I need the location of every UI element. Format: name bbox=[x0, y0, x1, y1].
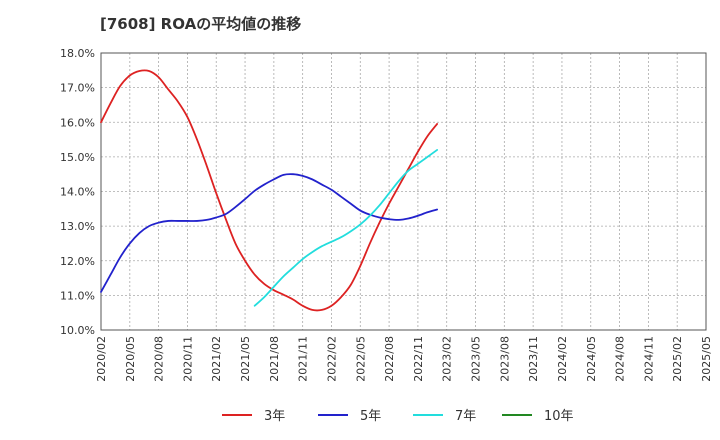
y-tick-label: 16.0% bbox=[60, 116, 95, 129]
legend-label-1: 3年 bbox=[264, 409, 285, 424]
y-tick-label: 11.0% bbox=[60, 289, 95, 302]
x-tick-label: 2022/08 bbox=[383, 336, 396, 382]
y-tick-label: 15.0% bbox=[60, 151, 95, 164]
x-tick-label: 2024/02 bbox=[556, 336, 569, 382]
y-tick-label: 17.0% bbox=[60, 82, 95, 95]
y-tick-label: 13.0% bbox=[60, 220, 95, 233]
x-tick-label: 2023/08 bbox=[498, 336, 511, 382]
x-tick-label: 2021/02 bbox=[210, 336, 223, 382]
x-tick-label: 2021/05 bbox=[239, 336, 252, 382]
y-tick-label: 12.0% bbox=[60, 255, 95, 268]
x-tick-label: 2023/05 bbox=[470, 336, 483, 382]
x-tick-label: 2025/02 bbox=[671, 336, 684, 382]
grid-layer bbox=[100, 52, 707, 331]
x-tick-label: 2022/05 bbox=[354, 336, 367, 382]
chart-title: [7608] ROAの平均値の推移 bbox=[100, 15, 302, 33]
axis-layer bbox=[100, 52, 707, 331]
series-line-2 bbox=[100, 173, 439, 293]
x-tick-label: 2022/11 bbox=[412, 336, 425, 382]
x-tick-label: 2023/11 bbox=[527, 336, 540, 382]
x-tick-label: 2024/08 bbox=[614, 336, 627, 382]
legend-label-3: 7年 bbox=[455, 409, 476, 424]
legend: 3年 5年 7年 10年 bbox=[222, 409, 574, 424]
series-line-1 bbox=[100, 69, 439, 312]
x-tick-label: 2024/11 bbox=[642, 336, 655, 382]
series-layer bbox=[100, 69, 439, 312]
series-line-3 bbox=[253, 149, 439, 307]
x-tick-label: 2021/11 bbox=[297, 336, 310, 382]
x-tick-label: 2025/05 bbox=[700, 336, 713, 382]
x-tick-label: 2022/02 bbox=[325, 336, 338, 382]
legend-label-2: 5年 bbox=[360, 409, 381, 424]
x-tick-label: 2020/08 bbox=[153, 336, 166, 382]
y-tick-label: 18.0% bbox=[60, 47, 95, 60]
y-tick-label: 14.0% bbox=[60, 186, 95, 199]
legend-label-4: 10年 bbox=[544, 409, 574, 424]
plot-frame bbox=[100, 52, 707, 331]
x-tick-label: 2023/02 bbox=[441, 336, 454, 382]
y-tick-label: 10.0% bbox=[60, 324, 95, 337]
x-tick-label: 2020/11 bbox=[181, 336, 194, 382]
x-tick-label: 2021/08 bbox=[268, 336, 281, 382]
x-tick-labels: 2020/02 2020/05 2020/08 2020/11 2021/02 2021/… bbox=[95, 336, 713, 382]
x-tick-label: 2024/05 bbox=[585, 336, 598, 382]
x-tick-label: 2020/05 bbox=[124, 336, 137, 382]
x-tick-label: 2020/02 bbox=[95, 336, 108, 382]
y-tick-labels: 10.0% 11.0% 12.0% 13.0% 14.0% 15.0% 16.0% 17.0%… bbox=[60, 47, 95, 337]
